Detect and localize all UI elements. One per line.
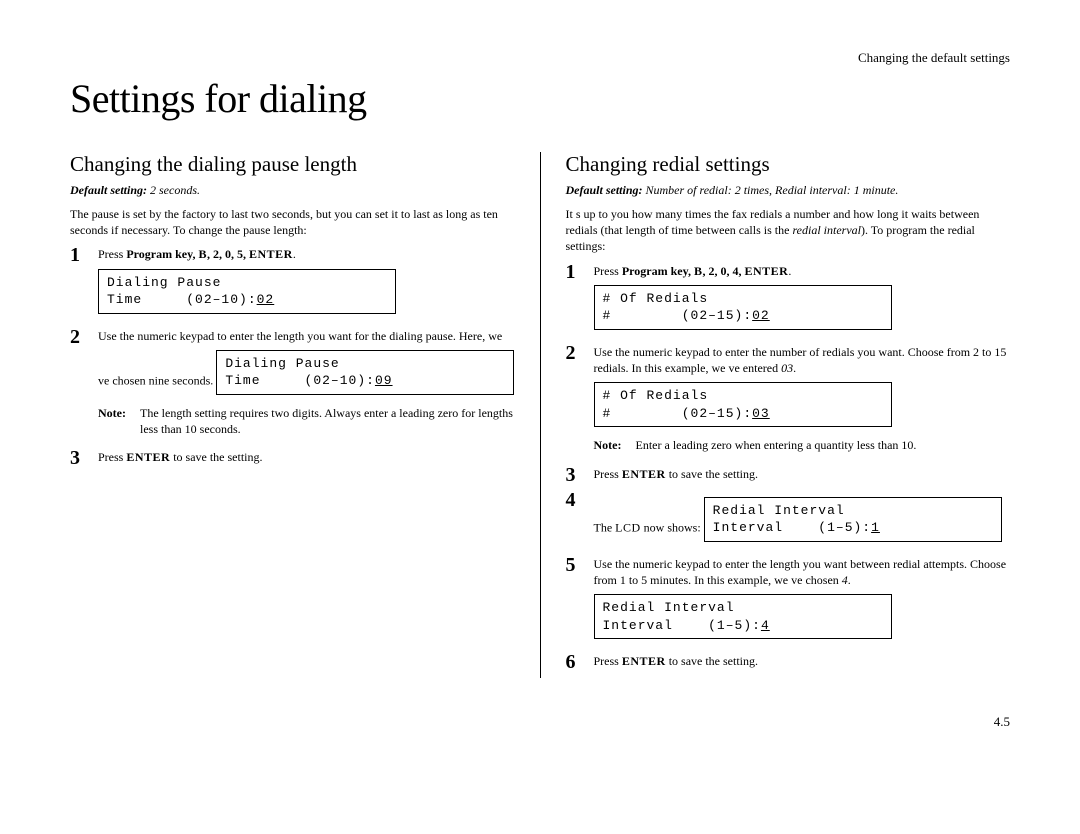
step-body: The LCD now shows: Redial Interval Inter… [594, 491, 1011, 550]
step: 4 The LCD now shows: Redial Interval Int… [566, 491, 1011, 550]
two-column-layout: Changing the dialing pause length Defaul… [70, 152, 1010, 678]
step: 3 Press ENTER to save the setting. [566, 466, 1011, 485]
step-body: Use the numeric keypad to enter the leng… [594, 556, 1011, 647]
step-body: Press ENTER to save the setting. [98, 449, 515, 468]
step-number: 1 [566, 262, 584, 338]
lcd-display: # Of Redials # (02–15):03 [594, 382, 892, 427]
note-label: Note: [98, 405, 132, 437]
left-section-heading: Changing the dialing pause length [70, 152, 515, 177]
default-value: Number of redial: 2 times, Redial interv… [643, 183, 899, 197]
step-number: 2 [70, 327, 88, 444]
lcd-display: Dialing Pause Time (02–10):02 [98, 269, 396, 314]
lcd-display: # Of Redials # (02–15):02 [594, 285, 892, 330]
note-label: Note: [594, 437, 628, 453]
step-number: 2 [566, 343, 584, 460]
lcd-display: Redial Interval Interval (1–5):4 [594, 594, 892, 639]
right-section-heading: Changing redial settings [566, 152, 1011, 177]
note: Note: The length setting requires two di… [98, 405, 515, 437]
page-number: 4.5 [994, 714, 1010, 730]
header-breadcrumb: Changing the default settings [858, 50, 1010, 66]
note-text: Enter a leading zero when entering a qua… [636, 437, 917, 453]
step-body: Press ENTER to save the setting. [594, 653, 1011, 672]
step: 1 Press Program key, B, 2, 0, 4, ENTER. … [566, 263, 1011, 338]
step-bold: Program key, B, 2, 0, 5, ENTER [126, 247, 292, 261]
step: 5 Use the numeric keypad to enter the le… [566, 556, 1011, 647]
step-body: Use the numeric keypad to enter the numb… [594, 344, 1011, 460]
step-number: 1 [70, 245, 88, 321]
lcd-display: Redial Interval Interval (1–5):1 [704, 497, 1002, 542]
right-intro: It s up to you how many times the fax re… [566, 206, 1011, 255]
step-body: Press Program key, B, 2, 0, 5, ENTER. Di… [98, 246, 515, 321]
left-default-setting: Default setting: 2 seconds. [70, 183, 515, 198]
default-value: 2 seconds. [147, 183, 200, 197]
step-number: 3 [70, 448, 88, 468]
default-label: Default setting: [70, 183, 147, 197]
step: 6 Press ENTER to save the setting. [566, 653, 1011, 672]
step-number: 3 [566, 465, 584, 485]
step-body: Press Program key, B, 2, 0, 4, ENTER. # … [594, 263, 1011, 338]
step: 2 Use the numeric keypad to enter the nu… [566, 344, 1011, 460]
lcd-display: Dialing Pause Time (02–10):09 [216, 350, 514, 395]
step-text: Press [98, 247, 126, 261]
step-number: 6 [566, 652, 584, 672]
step: 2 Use the numeric keypad to enter the le… [70, 328, 515, 444]
document-page: Changing the default settings Settings f… [0, 0, 1080, 754]
right-column: Changing redial settings Default setting… [541, 152, 1011, 678]
note: Note: Enter a leading zero when entering… [594, 437, 1011, 453]
step-body: Press ENTER to save the setting. [594, 466, 1011, 485]
page-title: Settings for dialing [70, 75, 1010, 122]
right-default-setting: Default setting: Number of redial: 2 tim… [566, 183, 1011, 198]
step: 3 Press ENTER to save the setting. [70, 449, 515, 468]
left-column: Changing the dialing pause length Defaul… [70, 152, 541, 678]
default-label: Default setting: [566, 183, 643, 197]
step-number: 4 [566, 490, 584, 550]
step-number: 5 [566, 555, 584, 647]
note-text: The length setting requires two digits. … [140, 405, 515, 437]
left-intro: The pause is set by the factory to last … [70, 206, 515, 238]
step-body: Use the numeric keypad to enter the leng… [98, 328, 515, 444]
step: 1 Press Program key, B, 2, 0, 5, ENTER. … [70, 246, 515, 321]
